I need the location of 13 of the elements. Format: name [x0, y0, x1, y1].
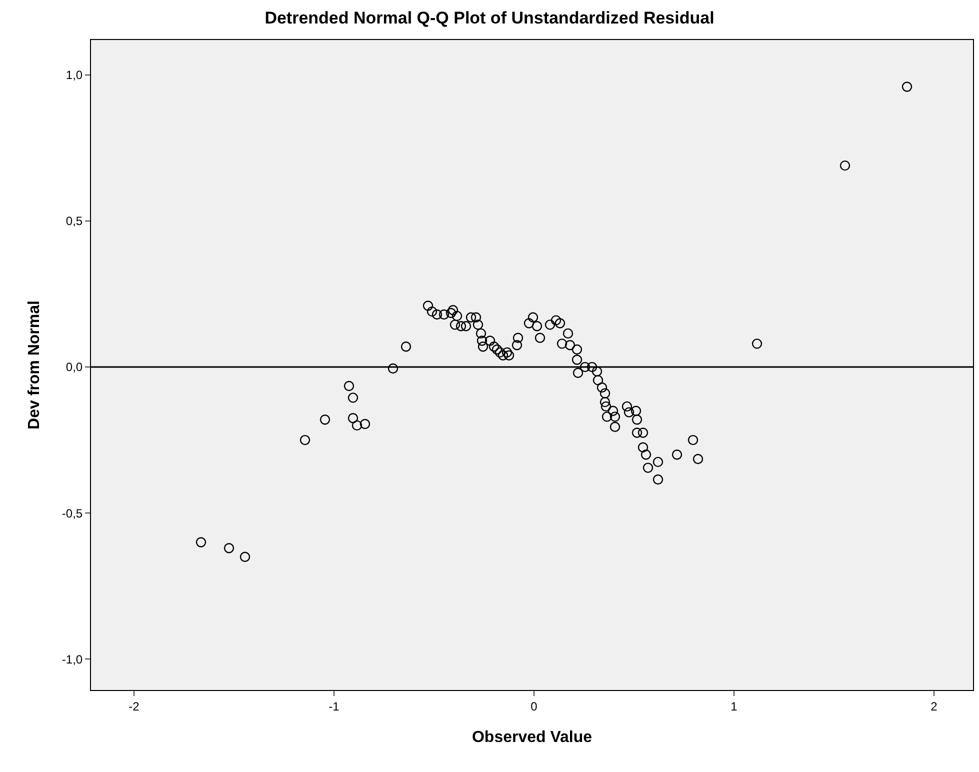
y-tick-label: 0,0: [66, 360, 83, 374]
y-axis-title: Dev from Normal: [26, 300, 43, 430]
x-tick-label: 0: [530, 699, 538, 714]
y-tick-label: 0,5: [66, 214, 83, 228]
x-tick-label: -2: [128, 699, 140, 714]
y-tick-label: -1,0: [62, 652, 83, 666]
y-tick-label: 1,0: [66, 68, 83, 82]
y-tick-label: -0,5: [62, 506, 83, 520]
x-tick-label: 1: [730, 699, 738, 714]
x-tick-label: -1: [328, 699, 340, 714]
chart-title: Detrended Normal Q-Q Plot of Unstandardized Residual: [264, 8, 714, 28]
x-axis-title: Observed Value: [472, 729, 592, 746]
x-tick-label: 2: [930, 699, 938, 714]
